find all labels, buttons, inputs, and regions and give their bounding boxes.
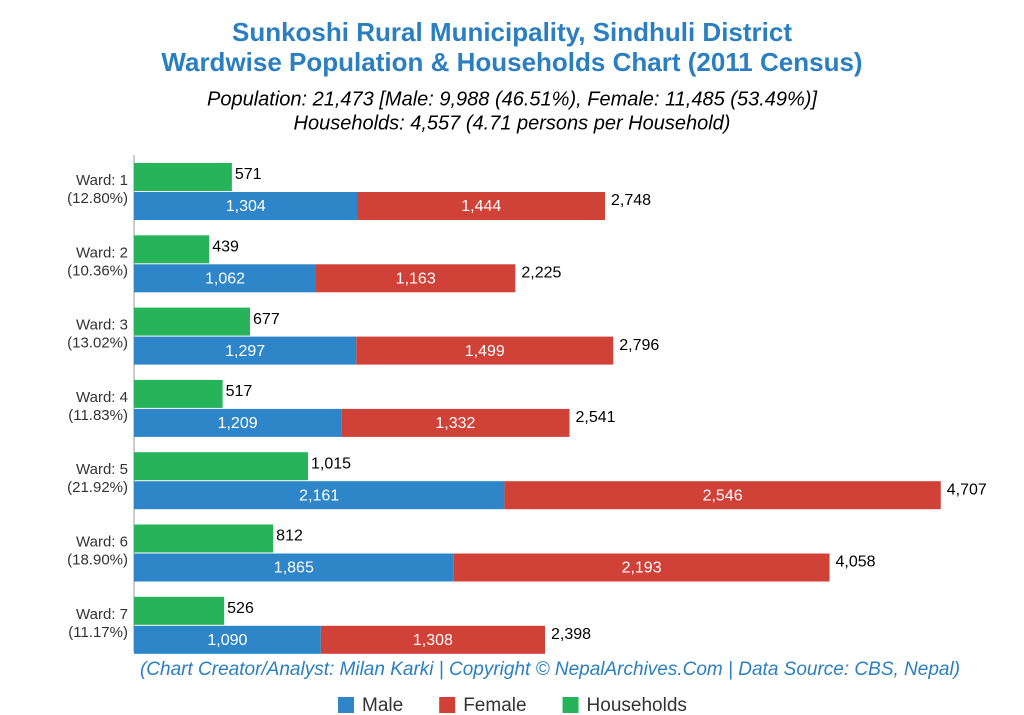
category-label: Ward: 2 [76,244,128,261]
category-label: Ward: 5 [76,461,128,478]
data-label: 1,308 [413,632,453,649]
category-label: Ward: 7 [76,606,128,623]
data-label: 2,161 [299,487,339,504]
data-label: 1,332 [435,415,475,432]
population-bar [134,625,321,654]
category-share: (21.92%) [67,479,128,496]
data-label: 1,499 [465,343,505,360]
households-bar [134,379,223,408]
total-label: 2,225 [521,265,561,282]
legend-swatch [439,697,456,713]
data-label: 1,062 [205,271,245,288]
category-label: Ward: 1 [76,172,128,189]
data-label: 1,865 [274,560,314,577]
data-label: 1,209 [218,415,258,432]
legend-label: Male [362,695,403,715]
households-bar [134,235,210,264]
population-bar [134,192,358,220]
legend-swatch [338,697,354,713]
data-label: 1,297 [225,343,265,360]
population-bar [134,408,342,437]
households-bar [134,163,232,191]
category-share: (18.90%) [67,551,128,568]
population-bar [134,264,317,293]
population-bar [320,625,546,654]
category-share: (11.83%) [68,407,128,424]
total-label: 4,058 [836,554,876,571]
data-label: 1,090 [207,632,247,649]
category-label: Ward: 6 [76,533,128,550]
data-label: 1,304 [226,198,266,215]
households-bar [134,307,251,336]
data-label: 439 [212,239,239,256]
category-share: (11.17%) [68,624,128,641]
category-share: (10.36%) [67,262,128,279]
population-bar [504,481,941,510]
chart-subtitle: Population: 21,473 [Male: 9,988 (46.51%)… [207,88,817,110]
population-bar [134,553,454,582]
population-bar [341,408,570,437]
legend-label: Households [587,695,687,715]
category-share: (13.02%) [67,335,128,352]
population-bar [134,481,505,510]
data-label: 526 [227,600,254,617]
category-share: (12.80%) [67,190,128,207]
households-bar [134,452,308,481]
legend-label: Female [463,695,526,715]
legend-swatch [562,697,579,713]
total-label: 2,796 [619,337,659,354]
total-label: 2,398 [551,626,591,643]
chart-subtitle: Households: 4,557 (4.71 persons per Hous… [294,112,731,134]
category-label: Ward: 3 [76,317,128,334]
population-bar [134,336,357,365]
data-label: 1,163 [396,271,436,288]
population-bar [356,336,614,365]
total-label: 2,748 [611,192,651,209]
category-label: Ward: 4 [76,389,128,406]
chart-title: Wardwise Population & Households Chart (… [161,47,862,77]
data-label: 677 [253,311,280,328]
data-label: 1,015 [311,455,351,472]
data-label: 1,444 [461,198,501,215]
chart-title: Sunkoshi Rural Municipality, Sindhuli Di… [232,17,792,47]
total-label: 4,707 [947,481,987,498]
population-bar [357,192,606,220]
data-label: 2,193 [622,560,662,577]
households-bar [134,596,225,625]
data-label: 812 [276,528,303,545]
data-label: 2,546 [703,487,743,504]
data-label: 571 [235,166,262,183]
population-bar [453,553,830,582]
population-bar [316,264,516,293]
data-label: 517 [226,383,253,400]
households-bar [134,524,274,553]
total-label: 2,541 [576,409,616,426]
footer-credit: (Chart Creator/Analyst: Milan Karki | Co… [140,659,960,680]
